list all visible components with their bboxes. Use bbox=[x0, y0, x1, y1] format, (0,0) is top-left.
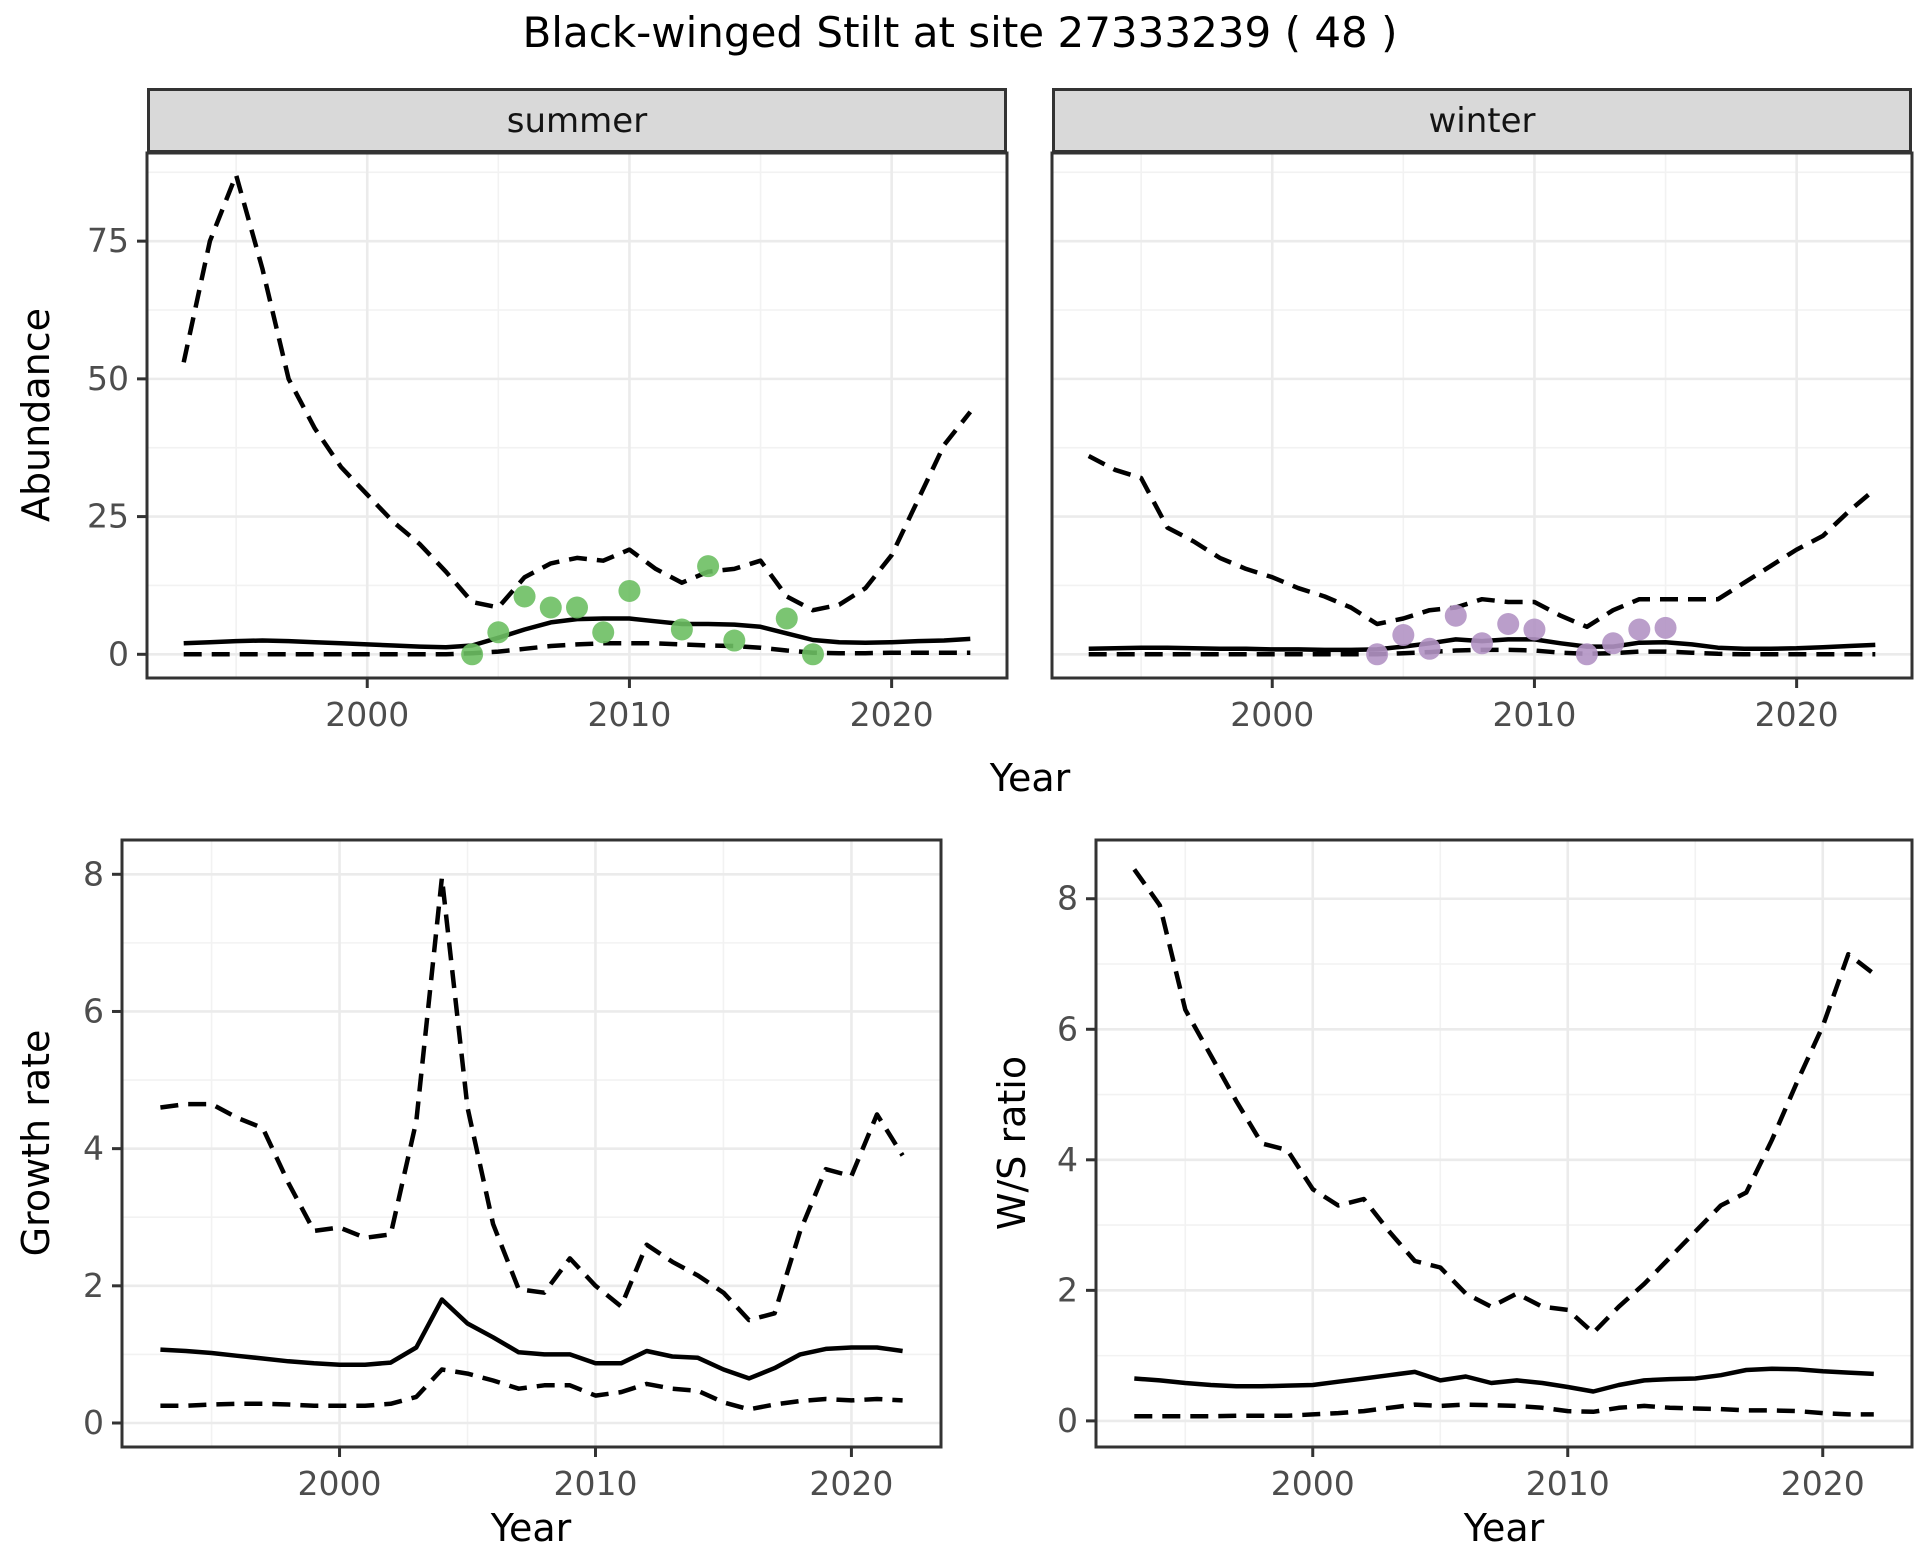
x-tick-label: 2020 bbox=[809, 1464, 893, 1503]
observed-summer-point bbox=[461, 643, 484, 666]
panel-border bbox=[1050, 151, 1914, 680]
x-tick-label: 2010 bbox=[587, 695, 671, 734]
y-tick-label: 8 bbox=[83, 854, 104, 893]
observed-winter-point bbox=[1471, 632, 1493, 655]
lower_95ci-line bbox=[183, 641, 971, 657]
abundance-axis-title: Abundance bbox=[14, 307, 58, 523]
ws-ratio-axis-title: W/S ratio bbox=[990, 1055, 1034, 1231]
observed-winter-point bbox=[1366, 643, 1389, 666]
y-tick-label: 25 bbox=[87, 497, 129, 536]
y-tick-label: 0 bbox=[1057, 1401, 1078, 1440]
panel-border bbox=[120, 838, 943, 1449]
x-tick-label: 2020 bbox=[850, 695, 934, 734]
panel-abundance-winter: 2000 2010 2020 bbox=[1050, 151, 1914, 734]
x-tick-label: 2020 bbox=[1755, 695, 1839, 734]
y-tick-label: 50 bbox=[87, 359, 129, 398]
observed-summer-point bbox=[618, 579, 641, 602]
lower_95ci-line bbox=[160, 1367, 903, 1412]
panel-growth-rate: 2000 2010 2020 0 2 4 6 8 bbox=[83, 838, 943, 1503]
y-tick-label: 4 bbox=[83, 1129, 104, 1168]
observed-winter-point bbox=[1418, 637, 1441, 660]
x-tick-label: 2000 bbox=[325, 695, 409, 734]
growth-rate-axis-title: Growth rate bbox=[14, 1029, 58, 1257]
x-tick-label: 2010 bbox=[1492, 695, 1576, 734]
observed-winter-point bbox=[1392, 624, 1415, 647]
observed-winter-point bbox=[1602, 632, 1625, 655]
y-tick-label: 6 bbox=[83, 991, 104, 1030]
panel-ws-ratio: 2000 2010 2020 0 2 4 6 8 bbox=[1057, 838, 1914, 1503]
lower_95ci-line bbox=[1134, 1402, 1874, 1419]
panel-background bbox=[122, 840, 941, 1447]
upper_95ci-line bbox=[1087, 454, 1877, 630]
ws-year-axis-title: Year bbox=[1463, 1506, 1545, 1550]
growth-year-axis-title: Year bbox=[490, 1506, 572, 1550]
y-tick-label: 2 bbox=[83, 1266, 104, 1305]
x-tick-label: 2020 bbox=[1781, 1464, 1865, 1503]
median-line bbox=[160, 1297, 903, 1381]
facet-strip-winter: winter bbox=[1052, 88, 1912, 153]
observed-summer-point bbox=[487, 621, 510, 644]
observed-summer-point bbox=[513, 585, 536, 608]
median-line bbox=[183, 616, 971, 650]
x-tick-label: 2010 bbox=[1526, 1464, 1610, 1503]
y-tick-label: 4 bbox=[1057, 1140, 1078, 1179]
observed-summer-point bbox=[775, 607, 798, 630]
y-tick-label: 8 bbox=[1057, 879, 1078, 918]
observed-summer-point bbox=[723, 629, 746, 652]
observed-summer-point bbox=[697, 555, 720, 578]
y-tick-label: 0 bbox=[83, 1403, 104, 1442]
observed-summer-point bbox=[539, 596, 562, 619]
facet-strip-winter-label: winter bbox=[1428, 100, 1536, 141]
chart-title: Black-winged Stilt at site 27333239 ( 48… bbox=[522, 8, 1398, 57]
panel-abundance-summer: 2000 2010 2020 0 25 50 75 bbox=[87, 151, 1009, 734]
y-tick-label: 75 bbox=[87, 221, 129, 260]
observed-winter-point bbox=[1654, 616, 1677, 639]
observed-summer-point bbox=[801, 643, 824, 666]
observed-winter-point bbox=[1497, 613, 1520, 636]
x-tick-label: 2000 bbox=[1271, 1464, 1355, 1503]
panel-border bbox=[145, 151, 1009, 680]
x-tick-label: 2000 bbox=[298, 1464, 382, 1503]
y-tick-label: 2 bbox=[1057, 1270, 1078, 1309]
panel-background bbox=[1096, 840, 1912, 1447]
y-tick-label: 6 bbox=[1057, 1009, 1078, 1048]
upper_95ci-line bbox=[181, 172, 973, 613]
facet-strip-summer: summer bbox=[147, 88, 1007, 153]
upper_95ci-line bbox=[1132, 868, 1876, 1336]
observed-winter-point bbox=[1575, 643, 1598, 666]
observed-summer-point bbox=[670, 618, 693, 641]
x-tick-label: 2000 bbox=[1230, 695, 1314, 734]
observed-summer-point bbox=[592, 621, 615, 644]
upper_95ci-line bbox=[160, 875, 905, 1323]
panel-border bbox=[1094, 838, 1914, 1449]
x-tick-label: 2010 bbox=[553, 1464, 637, 1503]
observed-winter-point bbox=[1444, 604, 1467, 627]
top-year-axis-title: Year bbox=[989, 756, 1071, 800]
facet-strip-summer-label: summer bbox=[506, 100, 648, 141]
observed-winter-point bbox=[1628, 618, 1651, 641]
y-tick-label: 0 bbox=[108, 634, 129, 673]
median-line bbox=[1134, 1366, 1874, 1394]
observed-summer-point bbox=[566, 596, 588, 619]
observed-winter-point bbox=[1523, 618, 1546, 641]
